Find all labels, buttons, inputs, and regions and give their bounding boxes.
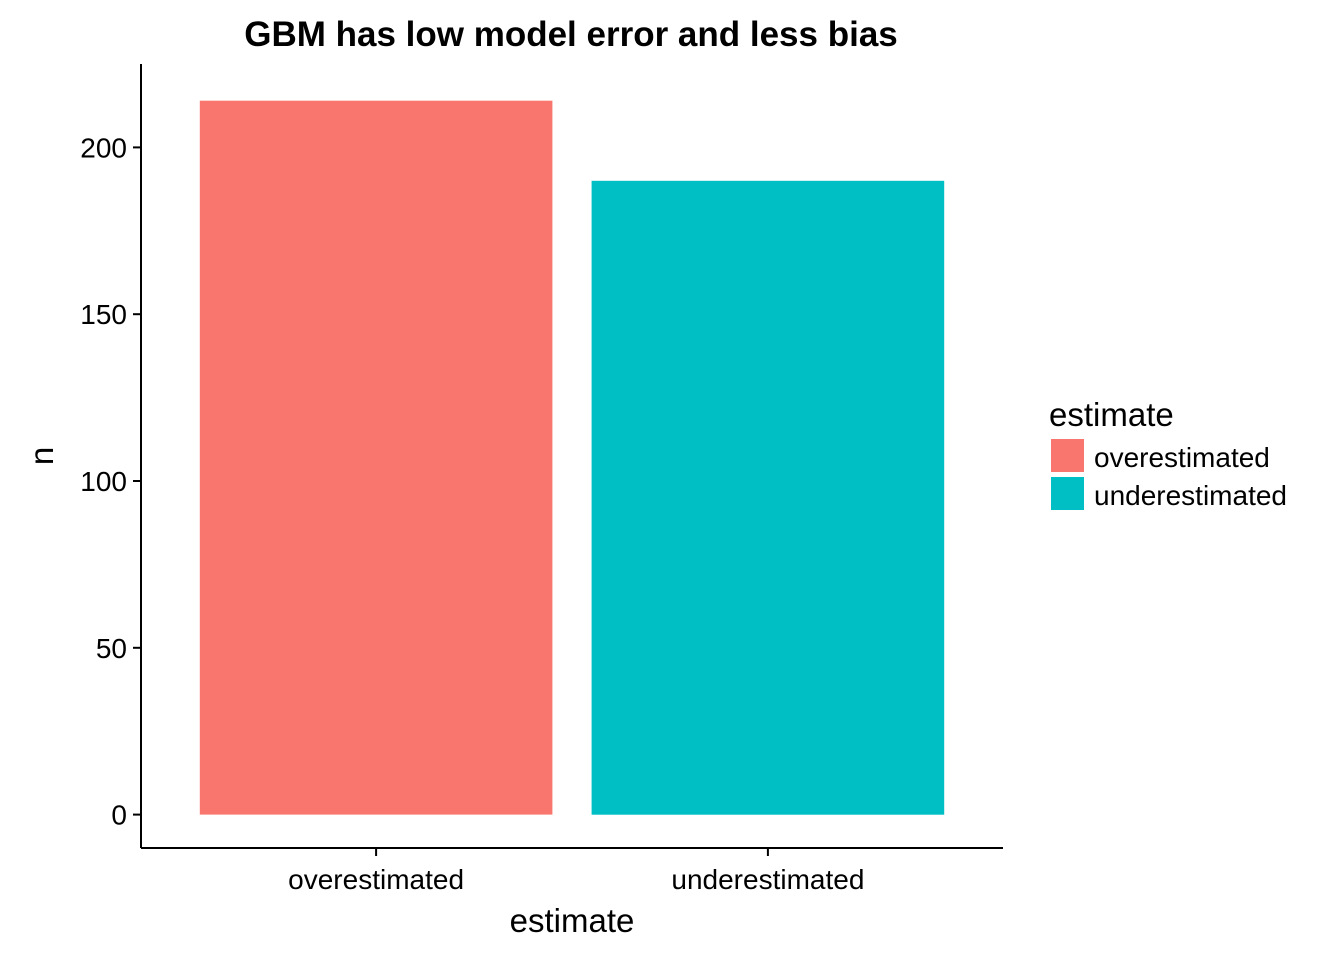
- y-tick-label-200: 200: [80, 132, 127, 163]
- legend-swatch-underestimated: [1051, 477, 1084, 510]
- legend-swatch-overestimated: [1051, 439, 1084, 472]
- y-axis-ticks: 0 50 100 150 200: [80, 132, 141, 831]
- bar-underestimated: [591, 180, 945, 815]
- legend-label-overestimated: overestimated: [1094, 442, 1270, 473]
- legend-title: estimate: [1049, 396, 1174, 433]
- y-axis-title: n: [23, 447, 60, 465]
- y-tick-label-50: 50: [96, 633, 127, 664]
- x-axis-title: estimate: [510, 902, 635, 939]
- y-tick-label-150: 150: [80, 299, 127, 330]
- plot-area: [199, 100, 945, 815]
- legend-entries: overestimated underestimated: [1051, 439, 1287, 511]
- y-tick-label-100: 100: [80, 466, 127, 497]
- x-tick-label-underestimated: underestimated: [671, 864, 864, 895]
- legend: estimate overestimated underestimated: [1049, 396, 1287, 511]
- x-tick-label-overestimated: overestimated: [288, 864, 464, 895]
- x-axis-ticks: overestimated underestimated: [288, 848, 864, 895]
- chart-title: GBM has low model error and less bias: [244, 15, 898, 54]
- legend-label-underestimated: underestimated: [1094, 480, 1287, 511]
- y-tick-label-0: 0: [111, 800, 127, 831]
- bar-overestimated: [199, 100, 553, 815]
